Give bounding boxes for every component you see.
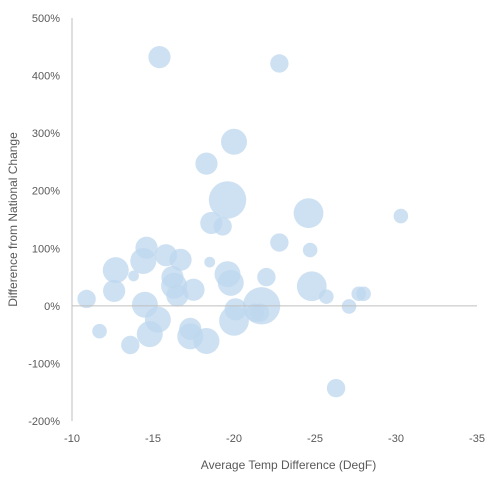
bubble-point [319, 289, 334, 304]
bubble-point [193, 327, 220, 354]
bubble-point [356, 286, 371, 302]
y-tick-label: -100% [28, 358, 60, 370]
bubble-point [166, 284, 189, 307]
y-tick-label: 200% [32, 186, 60, 198]
x-tick-label: -35 [469, 433, 485, 445]
bubble-point [204, 256, 216, 268]
bubble-point [221, 128, 247, 155]
bubble-point [92, 323, 107, 339]
bubble-point [77, 289, 96, 309]
x-tick-label: -10 [64, 433, 80, 445]
bubble-point [128, 270, 139, 282]
bubble-point [213, 217, 232, 236]
bubble-point [296, 271, 327, 302]
bubble-series [77, 46, 409, 398]
y-axis-title: Difference from National Change [6, 132, 20, 307]
y-tick-label: 500% [32, 13, 60, 25]
bubble-point [103, 279, 126, 302]
x-tick-label: -15 [145, 433, 161, 445]
x-axis-title: Average Temp Difference (DegF) [201, 458, 376, 472]
x-tick-label: -30 [388, 433, 404, 445]
bubble-point [257, 267, 276, 287]
bubble-point [293, 198, 324, 229]
bubble-point [136, 321, 163, 348]
bubble-point [302, 242, 318, 258]
y-tick-label: -200% [28, 416, 60, 428]
bubble-point [393, 208, 409, 224]
bubble-point [270, 233, 289, 252]
y-tick-label: 0% [44, 301, 60, 313]
y-tick-label: 300% [32, 128, 60, 140]
bubble-point [341, 299, 357, 314]
bubble-point [195, 152, 218, 175]
bubble-point [326, 378, 346, 398]
bubble-point [169, 248, 192, 271]
y-tick-label: 400% [32, 71, 60, 83]
x-tick-label: -25 [307, 433, 323, 445]
bubble-point [121, 335, 140, 355]
x-axis-tick-labels: -10 -15 -20 -25 -30 -35 [64, 433, 485, 445]
bubble-point [130, 247, 157, 274]
y-axis-tick-labels: 500% 400% 300% 200% 100% 0% -100% -200% [28, 13, 60, 428]
bubble-point [217, 269, 244, 296]
x-tick-label: -20 [226, 433, 242, 445]
y-tick-label: 100% [32, 243, 60, 255]
bubble-point [208, 181, 247, 219]
bubble-point [219, 305, 249, 336]
bubble-point [250, 303, 270, 322]
bubble-point [270, 54, 289, 73]
bubble-point [148, 46, 171, 69]
bubble-point [102, 257, 129, 284]
